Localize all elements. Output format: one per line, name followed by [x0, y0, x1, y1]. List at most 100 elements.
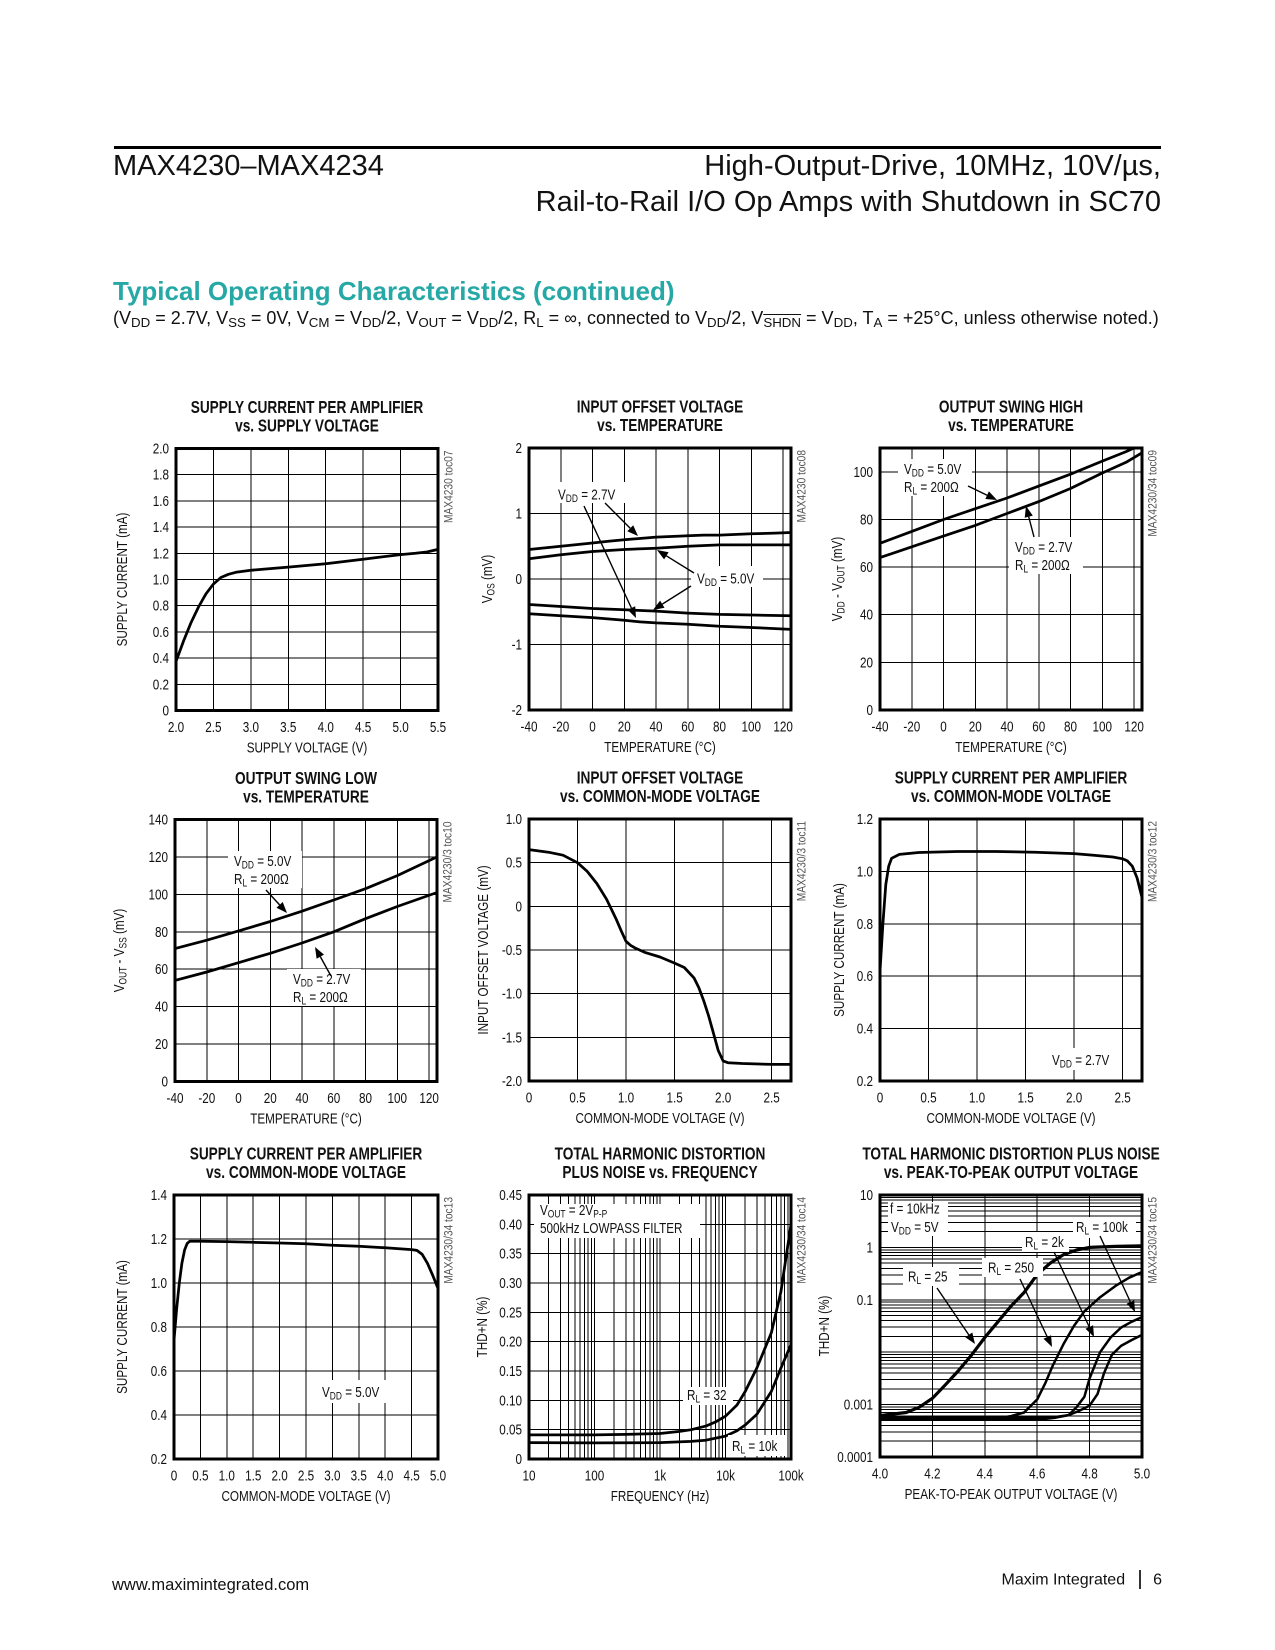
svg-text:1: 1: [515, 505, 522, 522]
svg-text:2.5: 2.5: [1114, 1089, 1130, 1106]
svg-text:0.30: 0.30: [499, 1275, 522, 1292]
svg-text:0: 0: [162, 702, 169, 719]
svg-text:-20: -20: [552, 718, 569, 735]
svg-text:0: 0: [877, 1089, 884, 1106]
svg-text:vs. COMMON-MODE VOLTAGE: vs. COMMON-MODE VOLTAGE: [911, 787, 1111, 806]
svg-text:0.5: 0.5: [920, 1089, 936, 1106]
svg-text:4.2: 4.2: [924, 1465, 940, 1482]
svg-text:40: 40: [649, 718, 662, 735]
svg-text:SUPPLY CURRENT (mA): SUPPLY CURRENT (mA): [114, 513, 131, 647]
svg-text:0.8: 0.8: [153, 597, 169, 614]
svg-text:0.40: 0.40: [499, 1216, 522, 1233]
svg-text:120: 120: [148, 849, 168, 866]
svg-text:TEMPERATURE (°C): TEMPERATURE (°C): [604, 739, 716, 756]
svg-text:1.2: 1.2: [857, 811, 873, 828]
svg-text:VDD​ = 5.0V: VDD​ = 5.0V: [904, 461, 961, 480]
svg-text:MAX4230/34 toc15: MAX4230/34 toc15: [1147, 1197, 1160, 1284]
svg-text:vs. PEAK-TO-PEAK OUTPUT VOLTAG: vs. PEAK-TO-PEAK OUTPUT VOLTAGE: [884, 1163, 1139, 1182]
svg-text:VDD​ = 5V: VDD​ = 5V: [891, 1219, 939, 1238]
svg-text:0.35: 0.35: [499, 1245, 522, 1262]
svg-text:60: 60: [1032, 718, 1045, 735]
svg-text:0: 0: [940, 718, 947, 735]
svg-text:3.0: 3.0: [243, 719, 259, 736]
svg-text:-1: -1: [512, 636, 522, 653]
svg-text:0: 0: [866, 702, 873, 719]
svg-text:TEMPERATURE (°C): TEMPERATURE (°C): [250, 1110, 362, 1127]
svg-text:0.6: 0.6: [857, 968, 873, 985]
svg-text:RL​ = 200Ω: RL​ = 200Ω: [234, 871, 289, 890]
svg-text:VDD​ = 2.7V: VDD​ = 2.7V: [558, 486, 615, 505]
svg-text:0.5: 0.5: [506, 854, 522, 871]
svg-text:vs. TEMPERATURE: vs. TEMPERATURE: [597, 416, 723, 435]
svg-text:60: 60: [327, 1090, 340, 1107]
svg-text:1.5: 1.5: [245, 1467, 261, 1484]
svg-text:0.6: 0.6: [151, 1363, 167, 1380]
svg-text:MAX4230/34 toc09: MAX4230/34 toc09: [1147, 450, 1160, 537]
svg-text:-2.0: -2.0: [502, 1073, 522, 1090]
svg-text:-1.5: -1.5: [502, 1029, 522, 1046]
svg-text:10: 10: [522, 1467, 535, 1484]
svg-text:1.5: 1.5: [666, 1089, 682, 1106]
svg-text:0.2: 0.2: [151, 1451, 167, 1468]
svg-text:RL​ = 2k: RL​ = 2k: [1025, 1234, 1064, 1253]
svg-text:10: 10: [860, 1187, 873, 1204]
svg-text:0: 0: [235, 1090, 242, 1107]
svg-text:1.0: 1.0: [857, 863, 873, 880]
svg-text:OUTPUT SWING HIGH: OUTPUT SWING HIGH: [939, 398, 1083, 417]
svg-text:vs. COMMON-MODE VOLTAGE: vs. COMMON-MODE VOLTAGE: [206, 1163, 406, 1182]
svg-text:RL​ = 200Ω: RL​ = 200Ω: [293, 989, 348, 1008]
svg-text:100: 100: [585, 1467, 605, 1484]
svg-text:-40: -40: [167, 1090, 184, 1107]
svg-text:OUTPUT SWING LOW: OUTPUT SWING LOW: [235, 769, 378, 788]
svg-text:MAX4230/3 toc10: MAX4230/3 toc10: [442, 822, 455, 903]
svg-text:VDD​ = 2.7V: VDD​ = 2.7V: [1015, 539, 1072, 558]
svg-text:80: 80: [1064, 718, 1077, 735]
svg-text:THD+N (%): THD+N (%): [816, 1296, 833, 1357]
svg-text:COMMON-MODE VOLTAGE (V): COMMON-MODE VOLTAGE (V): [221, 1488, 390, 1505]
svg-text:THD+N (%): THD+N (%): [474, 1297, 491, 1358]
svg-text:MAX4230 toc08: MAX4230 toc08: [796, 450, 809, 523]
svg-text:INPUT OFFSET VOLTAGE: INPUT OFFSET VOLTAGE: [577, 398, 744, 417]
svg-text:PLUS NOISE vs. FREQUENCY: PLUS NOISE vs. FREQUENCY: [562, 1163, 757, 1182]
svg-text:1.8: 1.8: [153, 466, 169, 483]
svg-text:FREQUENCY (Hz): FREQUENCY (Hz): [611, 1488, 709, 1505]
svg-text:80: 80: [155, 923, 168, 940]
svg-text:PEAK-TO-PEAK OUTPUT VOLTAGE (V: PEAK-TO-PEAK OUTPUT VOLTAGE (V): [905, 1486, 1118, 1503]
svg-text:TOTAL HARMONIC DISTORTION: TOTAL HARMONIC DISTORTION: [555, 1145, 766, 1164]
svg-text:0.15: 0.15: [499, 1363, 522, 1380]
svg-text:0.1: 0.1: [857, 1291, 873, 1308]
svg-text:5.0: 5.0: [392, 719, 408, 736]
svg-text:SUPPLY CURRENT (mA): SUPPLY CURRENT (mA): [831, 883, 848, 1017]
svg-text:SUPPLY VOLTAGE (V): SUPPLY VOLTAGE (V): [247, 739, 368, 756]
svg-text:60: 60: [681, 718, 694, 735]
svg-text:vs. SUPPLY VOLTAGE: vs. SUPPLY VOLTAGE: [235, 417, 379, 436]
svg-text:RL​ = 200Ω: RL​ = 200Ω: [904, 479, 959, 498]
svg-text:40: 40: [860, 606, 873, 623]
svg-text:1.0: 1.0: [506, 811, 522, 828]
svg-text:f = 10kHz: f = 10kHz: [890, 1200, 940, 1217]
svg-text:500kHz LOWPASS FILTER: 500kHz LOWPASS FILTER: [540, 1220, 683, 1237]
svg-text:0.4: 0.4: [153, 650, 170, 667]
svg-text:1.2: 1.2: [151, 1231, 167, 1248]
svg-text:1.4: 1.4: [153, 519, 170, 536]
svg-text:MAX4230/34 toc13: MAX4230/34 toc13: [443, 1197, 456, 1284]
svg-text:1.2: 1.2: [153, 545, 169, 562]
svg-text:4.0: 4.0: [377, 1467, 393, 1484]
svg-text:0.6: 0.6: [153, 624, 169, 641]
svg-text:vs. TEMPERATURE: vs. TEMPERATURE: [948, 416, 1074, 435]
svg-text:0.4: 0.4: [857, 1020, 874, 1037]
svg-text:5.0: 5.0: [430, 1467, 446, 1484]
svg-text:1k: 1k: [654, 1467, 667, 1484]
svg-text:vs. TEMPERATURE: vs. TEMPERATURE: [243, 788, 369, 807]
svg-text:0: 0: [161, 1073, 168, 1090]
svg-text:100: 100: [388, 1090, 408, 1107]
svg-text:SUPPLY CURRENT PER AMPLIFIER: SUPPLY CURRENT PER AMPLIFIER: [190, 1145, 423, 1164]
svg-text:0.25: 0.25: [499, 1304, 522, 1321]
svg-text:RL​ = 10k: RL​ = 10k: [732, 1438, 778, 1457]
svg-text:0.5: 0.5: [569, 1089, 585, 1106]
svg-text:20: 20: [264, 1090, 277, 1107]
svg-text:4.5: 4.5: [403, 1467, 419, 1484]
svg-text:4.6: 4.6: [1029, 1465, 1045, 1482]
svg-text:2.0: 2.0: [271, 1467, 287, 1484]
svg-text:1.0: 1.0: [969, 1089, 985, 1106]
